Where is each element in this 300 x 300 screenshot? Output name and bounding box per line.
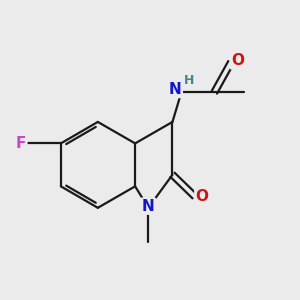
Text: N: N <box>142 199 155 214</box>
Text: N: N <box>169 82 182 97</box>
Text: O: O <box>231 53 244 68</box>
Text: H: H <box>184 74 194 87</box>
Text: O: O <box>195 189 208 204</box>
Text: F: F <box>16 136 26 151</box>
